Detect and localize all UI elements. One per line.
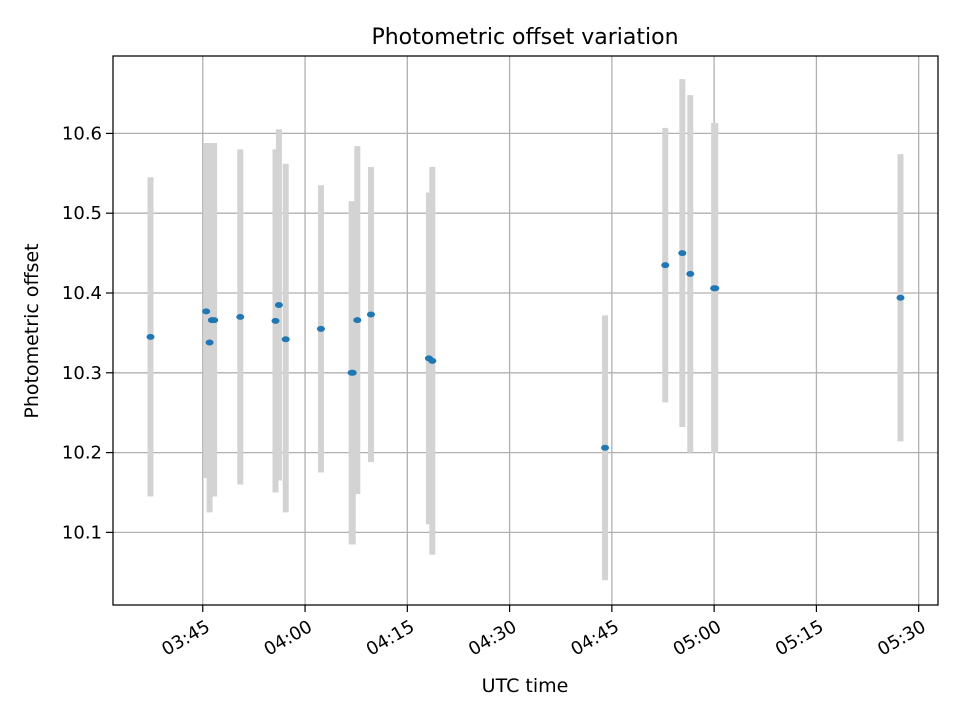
x-tick-label: 05:30 [874, 616, 929, 660]
data-point [146, 333, 155, 340]
data-point [366, 311, 375, 318]
x-axis-ticks: 03:45 04:00 04:15 04:30 04:45 05:00 05:15 05:30 [158, 605, 930, 660]
data-point [428, 357, 437, 364]
y-axis-label: Photometric offset [21, 243, 43, 418]
data-point [271, 317, 280, 324]
x-axis-label: UTC time [482, 675, 569, 697]
data-point [678, 250, 687, 257]
grid-lines [113, 56, 938, 605]
data-point [236, 313, 245, 320]
x-tick-label: 03:45 [158, 616, 213, 660]
data-point [202, 308, 211, 315]
data-point [316, 325, 325, 332]
data-point [348, 369, 357, 376]
data-points [146, 250, 905, 451]
x-tick-label: 04:00 [261, 616, 316, 660]
plot-area-frame [112, 55, 939, 606]
x-tick-label: 04:45 [567, 616, 622, 660]
data-point [601, 444, 610, 451]
y-tick-label: 10.1 [62, 522, 102, 543]
chart-title: Photometric offset variation [371, 25, 678, 50]
x-tick-label: 04:15 [363, 616, 418, 660]
y-tick-label: 10.6 [62, 123, 102, 144]
y-tick-label: 10.2 [62, 443, 102, 464]
y-tick-label: 10.3 [62, 363, 102, 384]
data-point [205, 339, 214, 346]
y-tick-label: 10.5 [62, 203, 102, 224]
data-point [661, 262, 670, 269]
y-axis-ticks: 10.1 10.2 10.3 10.4 10.5 10.6 [62, 123, 113, 543]
y-tick-label: 10.4 [62, 283, 102, 304]
x-tick-label: 05:00 [670, 616, 725, 660]
error-bars [147, 79, 904, 581]
x-tick-label: 04:30 [465, 616, 520, 660]
data-point [686, 270, 695, 277]
data-point [353, 317, 362, 324]
data-point [281, 336, 290, 343]
data-point [274, 301, 283, 308]
data-point [210, 317, 219, 324]
x-tick-label: 05:15 [772, 616, 827, 660]
data-point [711, 285, 720, 292]
data-point [896, 294, 905, 301]
